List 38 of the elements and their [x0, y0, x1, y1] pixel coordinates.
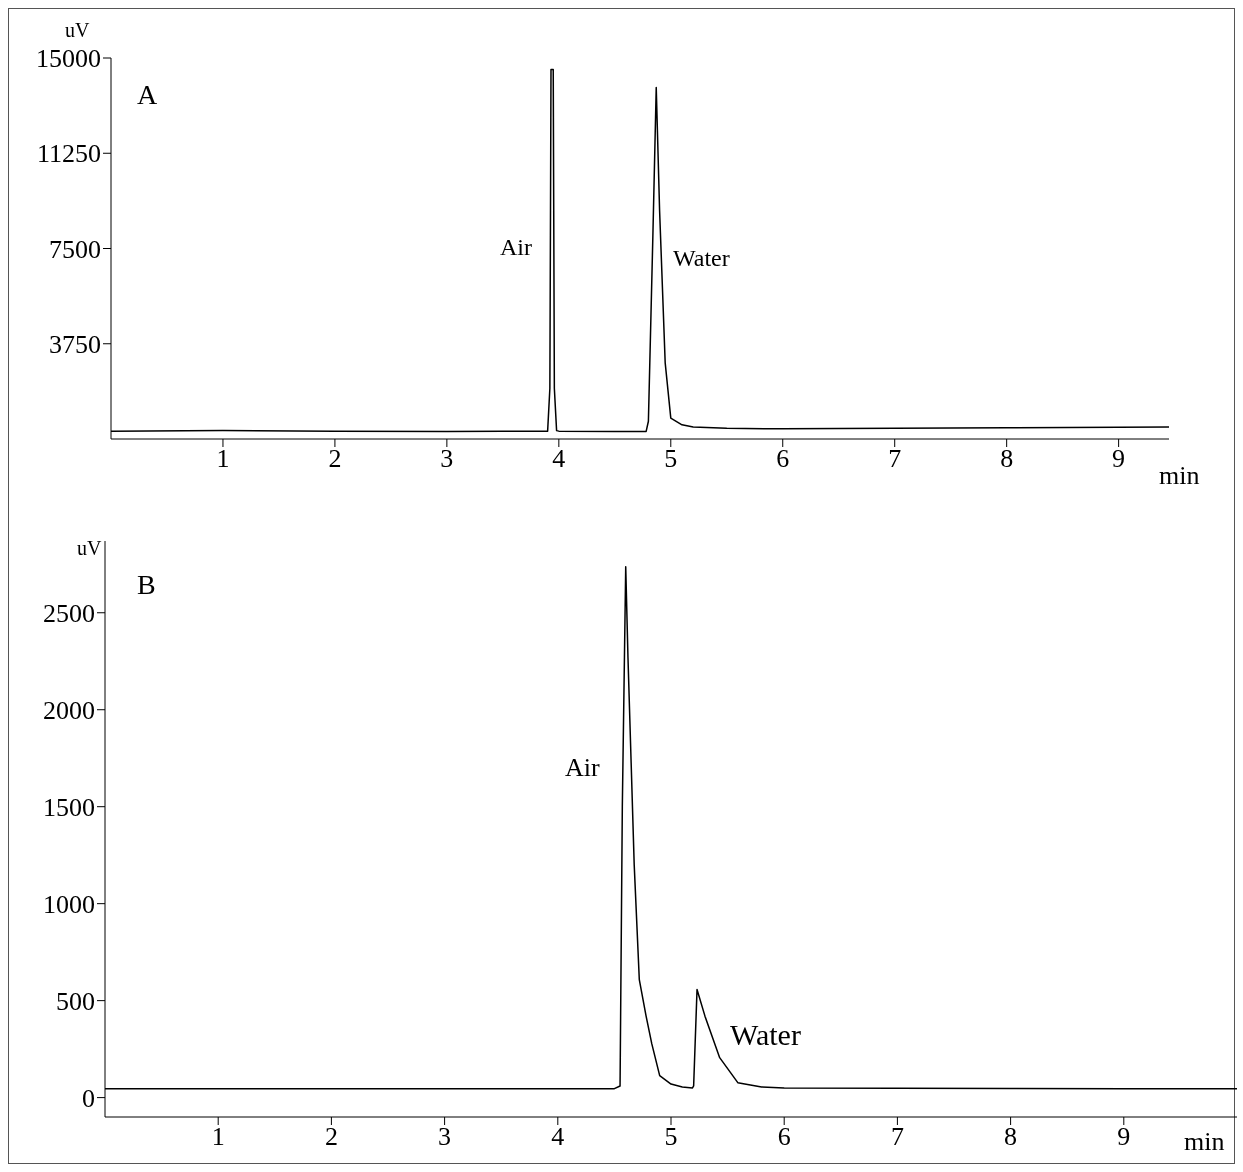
x-tick-label: 6 — [776, 444, 790, 474]
y-axis-title: uV — [77, 537, 102, 560]
x-tick-label: 2 — [328, 444, 342, 474]
y-tick-label: 1500 — [43, 792, 95, 822]
y-tick-label: 11250 — [36, 139, 101, 169]
x-tick-label: 3 — [438, 1122, 452, 1152]
x-tick-label: 8 — [1000, 444, 1014, 474]
x-tick-label: 1 — [211, 1122, 225, 1152]
y-tick-label: 3750 — [49, 329, 101, 359]
x-tick-label: 8 — [1004, 1122, 1018, 1152]
x-tick-label: 9 — [1112, 444, 1126, 474]
x-tick-label: 1 — [216, 444, 230, 474]
x-tick-label: 5 — [664, 1122, 678, 1152]
y-tick-label: 15000 — [36, 44, 101, 74]
y-tick-label: 1000 — [43, 889, 95, 919]
x-axis-title: min — [1159, 461, 1200, 491]
y-tick-label: 2500 — [43, 598, 95, 628]
annotation: Water — [673, 245, 730, 272]
annotation: Air — [565, 753, 600, 783]
x-tick-label: 7 — [890, 1122, 904, 1152]
x-axis-title: min — [1184, 1127, 1225, 1157]
y-tick-label: 7500 — [49, 234, 101, 264]
x-tick-label: 7 — [888, 444, 902, 474]
text: B — [137, 569, 156, 601]
x-tick-label: 9 — [1117, 1122, 1131, 1152]
text: A — [137, 79, 158, 111]
x-tick-label: 4 — [551, 1122, 565, 1152]
y-axis-title: uV — [65, 19, 90, 42]
y-tick-label: 0 — [82, 1083, 95, 1113]
x-tick-label: 2 — [324, 1122, 338, 1152]
x-tick-label: 5 — [664, 444, 678, 474]
x-tick-label: 4 — [552, 444, 566, 474]
annotation: Water — [730, 1018, 801, 1052]
x-tick-label: 6 — [777, 1122, 791, 1152]
y-tick-label: 500 — [56, 986, 95, 1016]
annotation: Air — [500, 234, 532, 261]
y-tick-label: 2000 — [43, 695, 95, 725]
x-tick-label: 3 — [440, 444, 454, 474]
